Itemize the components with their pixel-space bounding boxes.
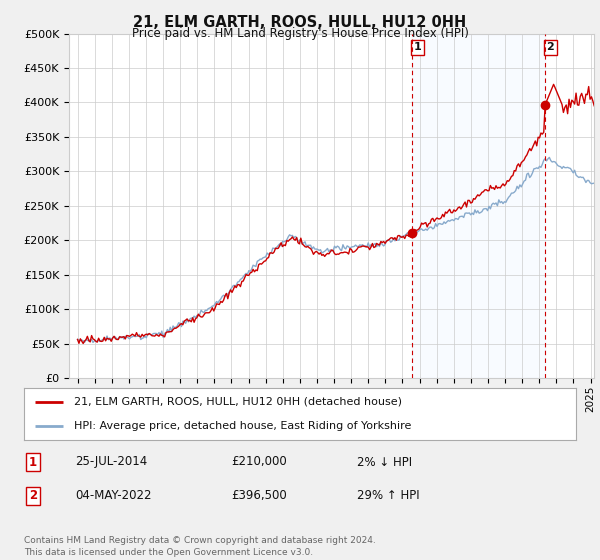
Text: £210,000: £210,000: [231, 455, 287, 469]
Text: Price paid vs. HM Land Registry's House Price Index (HPI): Price paid vs. HM Land Registry's House …: [131, 27, 469, 40]
Bar: [412, 34, 545, 378]
Text: 2% ↓ HPI: 2% ↓ HPI: [357, 455, 412, 469]
Text: 04-MAY-2022: 04-MAY-2022: [75, 489, 151, 502]
Text: 1: 1: [29, 455, 37, 469]
Text: 25-JUL-2014: 25-JUL-2014: [75, 455, 147, 469]
Text: 1: 1: [413, 43, 421, 53]
Text: 29% ↑ HPI: 29% ↑ HPI: [357, 489, 419, 502]
Text: 2: 2: [29, 489, 37, 502]
Text: 2: 2: [547, 43, 554, 53]
Text: 21, ELM GARTH, ROOS, HULL, HU12 0HH (detached house): 21, ELM GARTH, ROOS, HULL, HU12 0HH (det…: [74, 397, 401, 407]
Text: HPI: Average price, detached house, East Riding of Yorkshire: HPI: Average price, detached house, East…: [74, 421, 411, 431]
Text: Contains HM Land Registry data © Crown copyright and database right 2024.
This d: Contains HM Land Registry data © Crown c…: [24, 536, 376, 557]
Text: £396,500: £396,500: [231, 489, 287, 502]
Text: 21, ELM GARTH, ROOS, HULL, HU12 0HH: 21, ELM GARTH, ROOS, HULL, HU12 0HH: [133, 15, 467, 30]
